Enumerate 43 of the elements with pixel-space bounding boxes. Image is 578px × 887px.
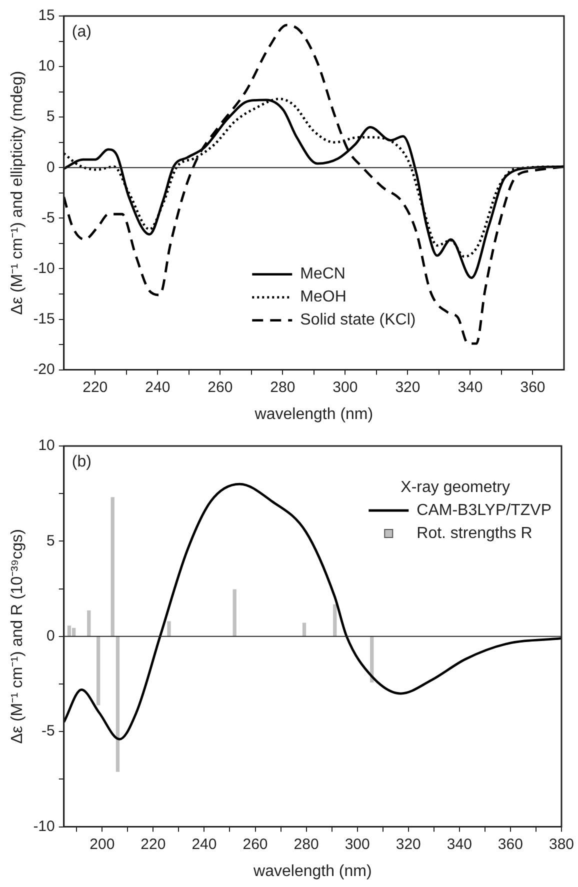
x-tick-label: 380 (548, 836, 574, 853)
x-tick-label: 260 (242, 836, 268, 853)
y-axis-title: Δε (M⁻¹ cm⁻¹) and R (10⁻³⁹cgs) (9, 529, 26, 744)
annotation: (a) (72, 23, 92, 40)
y-tick-label: 5 (46, 108, 55, 126)
x-tick-label: 280 (270, 378, 296, 396)
y-tick-label: 10 (38, 437, 55, 454)
x-tick-label: 260 (208, 378, 233, 396)
x-tick-label: 300 (332, 378, 358, 396)
x-tick-label: 300 (344, 836, 370, 853)
legend-label: Solid state (KCl) (300, 312, 416, 329)
y-tick-label: -20 (33, 360, 55, 378)
y-tick-label: 10 (38, 58, 55, 75)
y-tick-label: 0 (46, 158, 55, 176)
y-tick-label: 15 (38, 7, 55, 24)
y-tick-label: -5 (42, 722, 55, 740)
x-tick-label: 280 (294, 836, 319, 853)
x-tick-label: 240 (145, 378, 170, 396)
legend-title: X-ray geometry (400, 478, 510, 496)
x-tick-label: 220 (82, 378, 108, 396)
x-tick-label: 200 (90, 836, 115, 853)
x-axis-title: wavelength (nm) (252, 862, 372, 880)
x-axis-title: wavelength (nm) (254, 406, 374, 423)
x-tick-label: 360 (520, 378, 546, 396)
x-tick-label: 320 (395, 378, 420, 396)
x-tick-label: 340 (458, 378, 483, 396)
y-tick-label: -10 (33, 260, 55, 277)
legend-label: MeCN (300, 266, 346, 283)
legend-label: Rot. strengths R (416, 524, 532, 542)
legend-label: CAM-B3LYP/TZVP (416, 502, 552, 519)
x-tick-label: 220 (140, 836, 166, 853)
y-axis-title: Δε (M⁻¹ cm⁻¹) and ellipticity (mdeg) (9, 70, 26, 315)
x-tick-label: 360 (498, 836, 523, 853)
y-tick-label: 5 (46, 532, 55, 550)
x-tick-label: 320 (396, 836, 421, 853)
legend-label: MeOH (300, 288, 346, 306)
y-tick-label: 0 (46, 628, 55, 645)
y-tick-label: -15 (33, 310, 55, 328)
y-tick-label: -5 (42, 209, 55, 226)
annotation: (b) (72, 453, 92, 470)
y-tick-label: -10 (33, 818, 55, 835)
x-tick-label: 240 (192, 836, 217, 853)
x-tick-label: 340 (446, 836, 472, 853)
